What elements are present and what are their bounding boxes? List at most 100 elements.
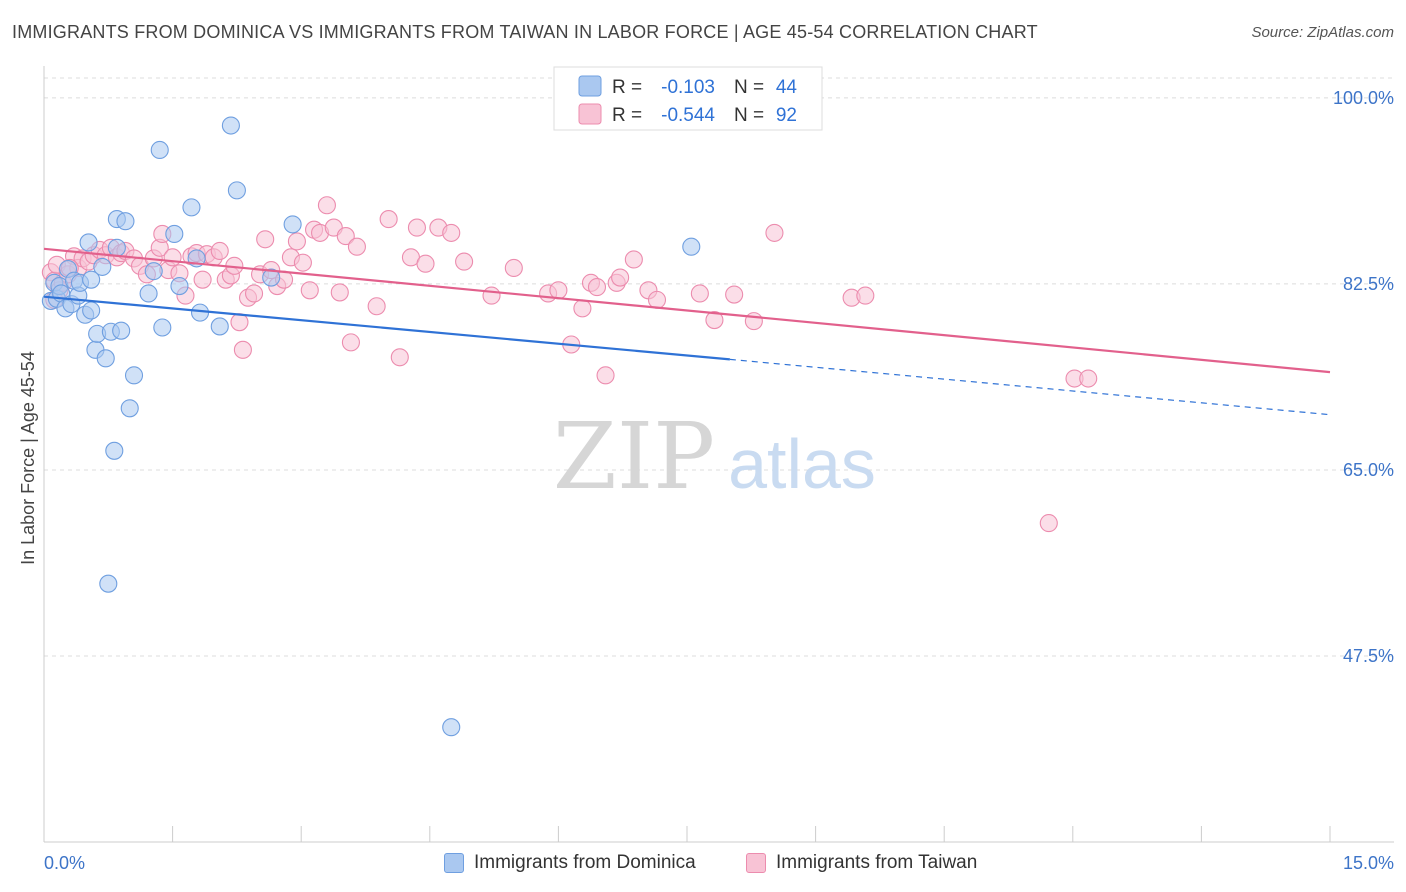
taiwan-point [347, 237, 366, 256]
legend-n-label-taiwan: N = [734, 105, 764, 126]
source-label: Source: ZipAtlas.com [1251, 24, 1394, 41]
taiwan-point [330, 283, 349, 302]
taiwan-point [1079, 369, 1098, 388]
legend-r-value-dominica: -0.103 [661, 77, 715, 98]
dominica-point [682, 237, 701, 256]
taiwan-point [287, 232, 306, 251]
legend-r-label-dominica: R = [612, 77, 642, 98]
dominica-point [93, 257, 112, 276]
taiwan-point [549, 281, 568, 300]
legend-swatch-dominica [578, 75, 602, 97]
legend-item-dominica: Immigrants from Dominica [444, 852, 696, 874]
trend-lines [43, 247, 1331, 416]
y-tick-label: 82.5% [1343, 274, 1394, 294]
legend-label-taiwan: Immigrants from Taiwan [776, 852, 978, 873]
taiwan-point [230, 313, 249, 332]
taiwan-point [504, 258, 523, 278]
dominica-point [120, 399, 139, 418]
y-tick-labels: 100.0% 82.5% 65.0% 47.5% [1333, 88, 1394, 666]
dominica-point [150, 140, 169, 160]
dominica-point [153, 318, 172, 337]
taiwan-point [587, 278, 607, 297]
taiwan-point [705, 311, 724, 330]
gridlines [44, 77, 1394, 657]
dominica-point [99, 574, 118, 593]
y-axis-label: In Labor Force | Age 45-54 [18, 351, 38, 565]
dominica-point [79, 233, 98, 252]
y-tick-label: 47.5% [1343, 646, 1394, 666]
dominica-trend-extension [729, 358, 1331, 416]
watermark-atlas: atlas [728, 425, 876, 503]
taiwan-point [596, 366, 615, 385]
dominica-point [262, 268, 281, 287]
taiwan-point [482, 286, 501, 305]
dominica-point [139, 284, 158, 303]
dominica-point [221, 116, 240, 135]
taiwan-point [367, 297, 386, 316]
taiwan-point [256, 230, 275, 249]
taiwan-point [725, 285, 744, 304]
dominica-point [124, 366, 144, 385]
taiwan-point [300, 281, 319, 300]
taiwan-point [442, 223, 461, 242]
taiwan-point [455, 252, 474, 271]
dominica-point [107, 238, 126, 257]
taiwan-point [611, 268, 630, 287]
dominica-point [283, 215, 302, 234]
stats-legend: R = -0.103 N = 44 R = -0.544 N = 92 [553, 66, 823, 131]
taiwan-point [293, 253, 312, 272]
dominica-trend-line [43, 295, 730, 361]
legend-n-label-dominica: N = [734, 77, 764, 98]
taiwan-point [336, 227, 355, 246]
taiwan-point [317, 196, 336, 215]
dominica-point [182, 198, 201, 217]
dominica-point [210, 317, 229, 336]
y-tick-label: 65.0% [1343, 460, 1394, 480]
y-tick-label: 100.0% [1333, 88, 1394, 108]
taiwan-point [690, 284, 709, 303]
legend-label-dominica: Immigrants from Dominica [474, 852, 696, 873]
taiwan-point [744, 312, 763, 331]
dominica-point [442, 718, 461, 737]
watermark-zip: ZIP [553, 403, 715, 510]
dominica-point [96, 349, 115, 368]
taiwan-point [379, 210, 398, 229]
x-tick-label-min: 0.0% [44, 853, 85, 873]
dominica-point [165, 224, 184, 244]
x-tick-labels: 0.0% 15.0% [44, 853, 1394, 873]
taiwan-point [390, 348, 409, 367]
dominica-point [82, 270, 101, 289]
dominica-point [190, 303, 210, 322]
legend-r-label-taiwan: R = [612, 105, 642, 126]
taiwan-point [163, 248, 182, 267]
dominica-point [116, 212, 135, 231]
taiwan-point [193, 270, 212, 289]
dominica-point [82, 301, 101, 320]
legend-swatch-taiwan-bottom [746, 853, 766, 873]
taiwan-point [244, 284, 264, 303]
dominica-point [112, 321, 131, 340]
legend-item-taiwan: Immigrants from Taiwan [746, 852, 977, 874]
taiwan-point [765, 223, 784, 242]
taiwan-point [416, 254, 435, 273]
watermark: ZIP atlas [553, 403, 876, 510]
legend-swatch-dominica-bottom [444, 853, 464, 873]
legend-n-value-dominica: 44 [776, 77, 798, 98]
dominica-point [144, 262, 163, 281]
legend-n-value-taiwan: 92 [776, 105, 797, 126]
taiwan-point [573, 299, 592, 318]
dominica-point [227, 181, 246, 200]
dominica-point [105, 441, 124, 460]
taiwan-point [647, 290, 667, 309]
chart-title: IMMIGRANTS FROM DOMINICA VS IMMIGRANTS F… [12, 22, 1038, 42]
taiwan-point [341, 333, 360, 352]
dominica-point [170, 276, 189, 296]
taiwan-point [624, 250, 643, 269]
series-legend: Immigrants from Dominica Immigrants from… [0, 848, 1406, 880]
taiwan-point [856, 286, 875, 305]
taiwan-point [1039, 514, 1058, 533]
taiwan-point [233, 340, 252, 359]
taiwan-point [407, 218, 426, 237]
x-tick-label-max: 15.0% [1343, 853, 1394, 873]
